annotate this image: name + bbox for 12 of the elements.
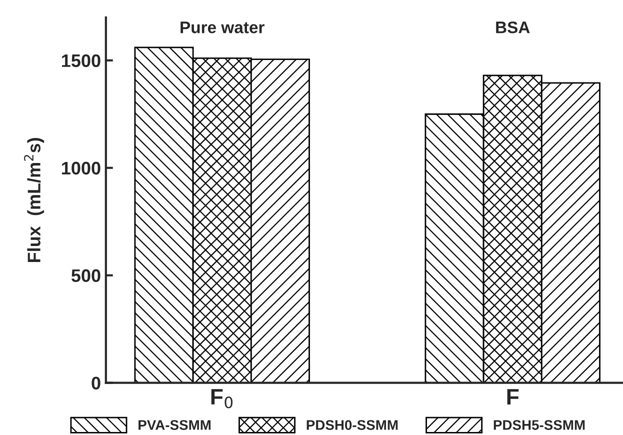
y-tick-label: 0 xyxy=(92,376,100,390)
x-tick-label: F$_{0}$ xyxy=(211,389,233,408)
x-tick-label: F xyxy=(507,389,519,404)
legend-label: PDSH0-SSMM xyxy=(306,420,398,430)
legend-label: PDSH5-SSMM xyxy=(494,420,585,430)
y-tick-label: 1500 xyxy=(62,54,100,68)
annotation: Pure water xyxy=(180,22,264,34)
y-tick-label: 1000 xyxy=(62,162,100,175)
y-tick-label: 500 xyxy=(71,269,100,282)
y-axis-title: Flux (mL/m$^{2}$s) xyxy=(24,138,44,262)
annotation: BSA xyxy=(496,21,530,34)
legend-label: PVA-SSMM xyxy=(138,420,211,430)
